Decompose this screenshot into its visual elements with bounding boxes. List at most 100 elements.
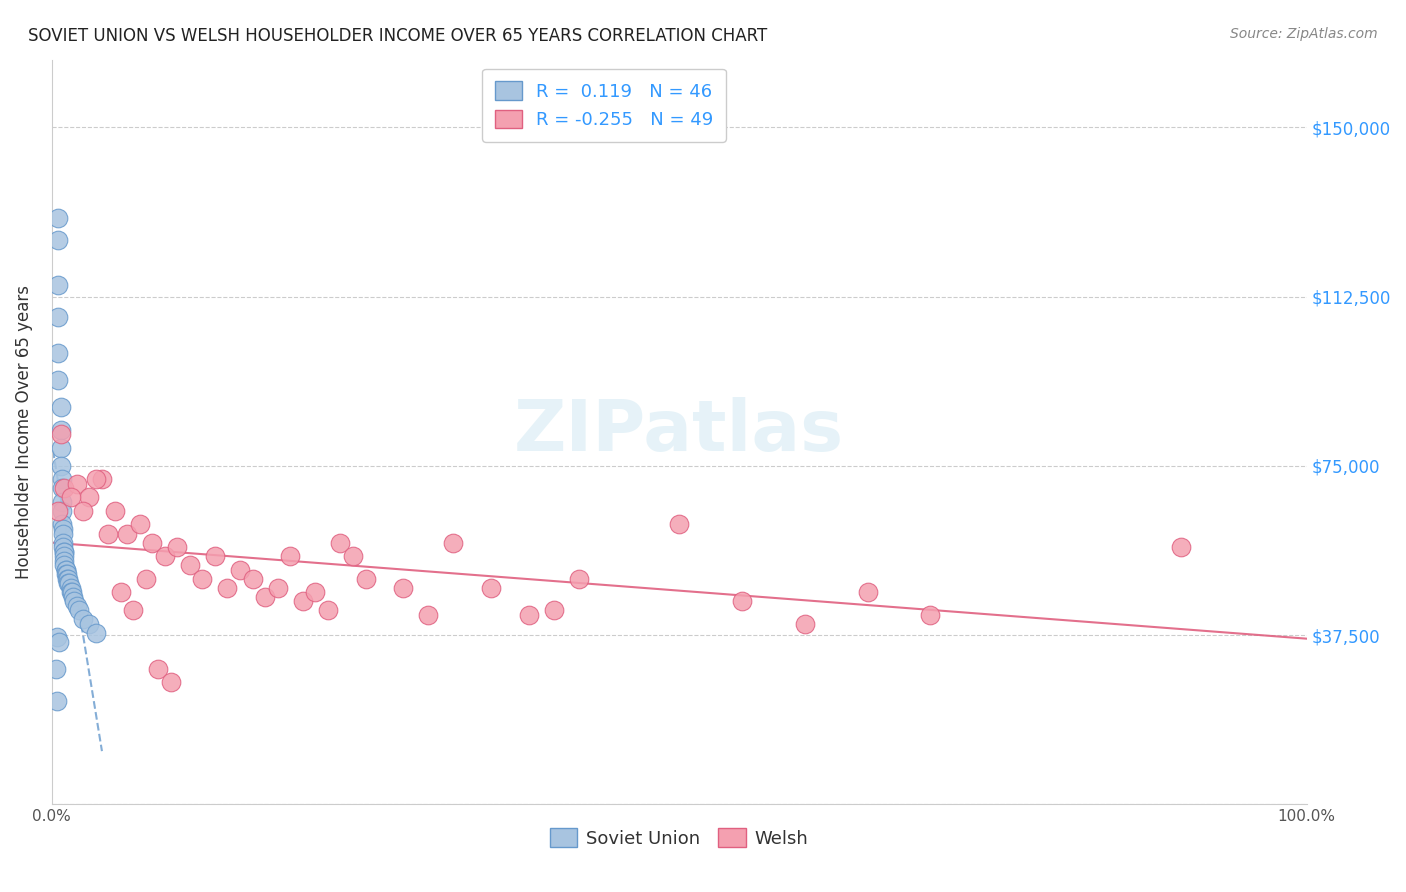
Point: [55, 563, 77, 577]
Point: [148, 662, 170, 676]
Point: [84, 472, 107, 486]
Point: [103, 504, 125, 518]
Point: [46, 346, 69, 360]
Point: [53, 549, 76, 563]
Point: [59, 581, 82, 595]
Point: [66, 599, 89, 613]
Point: [166, 540, 188, 554]
Point: [53, 558, 76, 573]
Point: [278, 549, 301, 563]
Point: [49, 458, 72, 473]
Point: [97, 526, 120, 541]
Point: [53, 553, 76, 567]
Point: [46, 373, 69, 387]
Point: [479, 581, 502, 595]
Point: [51, 495, 73, 509]
Point: [59, 491, 82, 505]
Point: [191, 572, 214, 586]
Y-axis label: Householder Income Over 65 years: Householder Income Over 65 years: [15, 285, 32, 579]
Point: [51, 472, 73, 486]
Point: [62, 590, 84, 604]
Point: [59, 585, 82, 599]
Point: [63, 594, 86, 608]
Point: [51, 504, 73, 518]
Point: [153, 549, 176, 563]
Point: [229, 563, 252, 577]
Point: [55, 567, 77, 582]
Point: [110, 585, 132, 599]
Point: [141, 535, 163, 549]
Point: [342, 549, 364, 563]
Point: [79, 616, 101, 631]
Point: [84, 625, 107, 640]
Point: [217, 581, 239, 595]
Point: [45, 630, 67, 644]
Point: [60, 585, 83, 599]
Point: [46, 504, 69, 518]
Point: [46, 278, 69, 293]
Point: [49, 400, 72, 414]
Legend: Soviet Union, Welsh: Soviet Union, Welsh: [543, 821, 815, 855]
Point: [115, 526, 138, 541]
Point: [56, 572, 79, 586]
Point: [517, 607, 540, 622]
Point: [920, 607, 942, 622]
Point: [135, 572, 157, 586]
Point: [51, 517, 73, 532]
Point: [179, 558, 201, 573]
Point: [49, 427, 72, 442]
Point: [55, 563, 77, 577]
Point: [52, 522, 75, 536]
Point: [52, 526, 75, 541]
Point: [291, 594, 314, 608]
Point: [793, 616, 815, 631]
Point: [242, 572, 264, 586]
Point: [49, 441, 72, 455]
Point: [67, 603, 90, 617]
Point: [441, 535, 464, 549]
Point: [392, 581, 415, 595]
Point: [48, 635, 70, 649]
Point: [53, 544, 76, 558]
Point: [254, 590, 277, 604]
Point: [568, 572, 591, 586]
Point: [266, 581, 288, 595]
Point: [204, 549, 226, 563]
Point: [56, 567, 79, 582]
Point: [46, 310, 69, 324]
Point: [354, 572, 377, 586]
Point: [316, 603, 339, 617]
Point: [1170, 540, 1192, 554]
Point: [543, 603, 565, 617]
Point: [44, 662, 66, 676]
Point: [46, 211, 69, 225]
Point: [329, 535, 352, 549]
Point: [45, 693, 67, 707]
Point: [128, 517, 150, 532]
Point: [51, 482, 73, 496]
Point: [91, 472, 114, 486]
Point: [160, 675, 183, 690]
Point: [53, 482, 76, 496]
Text: SOVIET UNION VS WELSH HOUSEHOLDER INCOME OVER 65 YEARS CORRELATION CHART: SOVIET UNION VS WELSH HOUSEHOLDER INCOME…: [28, 27, 768, 45]
Point: [52, 540, 75, 554]
Text: ZIPatlas: ZIPatlas: [515, 398, 845, 467]
Point: [49, 423, 72, 437]
Point: [46, 233, 69, 247]
Point: [53, 544, 76, 558]
Point: [56, 576, 79, 591]
Point: [58, 576, 80, 591]
Point: [122, 603, 145, 617]
Point: [72, 504, 94, 518]
Point: [731, 594, 754, 608]
Point: [72, 612, 94, 626]
Point: [66, 476, 89, 491]
Point: [52, 535, 75, 549]
Point: [668, 517, 690, 532]
Point: [418, 607, 440, 622]
Point: [56, 572, 79, 586]
Text: Source: ZipAtlas.com: Source: ZipAtlas.com: [1230, 27, 1378, 41]
Point: [79, 491, 101, 505]
Point: [856, 585, 879, 599]
Point: [304, 585, 326, 599]
